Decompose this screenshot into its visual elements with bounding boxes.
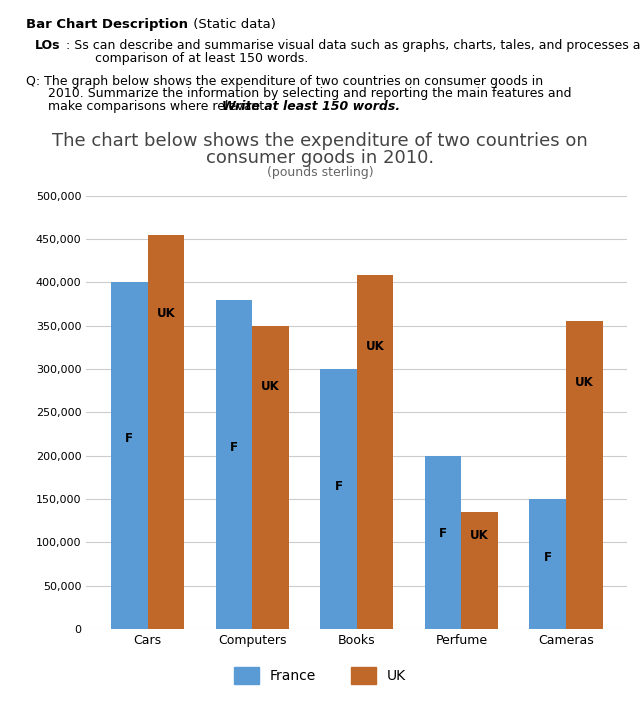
Bar [148, 235, 184, 629]
Text: F: F [544, 551, 552, 564]
Text: make comparisons where relevant.: make comparisons where relevant. [48, 100, 272, 113]
Bar [461, 512, 498, 629]
Text: : Ss can describe and summarise visual data such as graphs, charts, tales, and p: : Ss can describe and summarise visual d… [62, 39, 640, 52]
Bar [357, 275, 394, 629]
Text: UK: UK [470, 529, 489, 542]
Text: UK: UK [157, 307, 175, 320]
Text: consumer goods in 2010.: consumer goods in 2010. [206, 149, 434, 167]
Bar [320, 369, 357, 629]
Text: (Static data): (Static data) [189, 18, 276, 31]
Text: The chart below shows the expenditure of two countries on: The chart below shows the expenditure of… [52, 132, 588, 149]
Text: F: F [125, 432, 133, 445]
Text: UK: UK [575, 376, 594, 390]
Text: Write at least 150 words.: Write at least 150 words. [222, 100, 400, 113]
Text: LOs: LOs [35, 39, 61, 52]
Text: F: F [230, 442, 238, 454]
Text: comparison of at least 150 words.: comparison of at least 150 words. [95, 52, 308, 65]
Text: F: F [439, 528, 447, 540]
Bar [252, 326, 289, 629]
Bar [111, 282, 148, 629]
Text: F: F [335, 480, 342, 493]
Text: 2010. Summarize the information by selecting and reporting the main features and: 2010. Summarize the information by selec… [48, 87, 572, 100]
Text: (pounds sterling): (pounds sterling) [267, 166, 373, 179]
Bar [425, 456, 461, 629]
Bar [216, 299, 252, 629]
Legend: France, UK: France, UK [234, 667, 406, 684]
Text: UK: UK [365, 340, 385, 353]
Bar [529, 499, 566, 629]
Text: UK: UK [261, 380, 280, 393]
Text: Q: The graph below shows the expenditure of two countries on consumer goods in: Q: The graph below shows the expenditure… [26, 75, 543, 87]
Text: Bar Chart Description: Bar Chart Description [26, 18, 188, 31]
Bar [566, 321, 603, 629]
